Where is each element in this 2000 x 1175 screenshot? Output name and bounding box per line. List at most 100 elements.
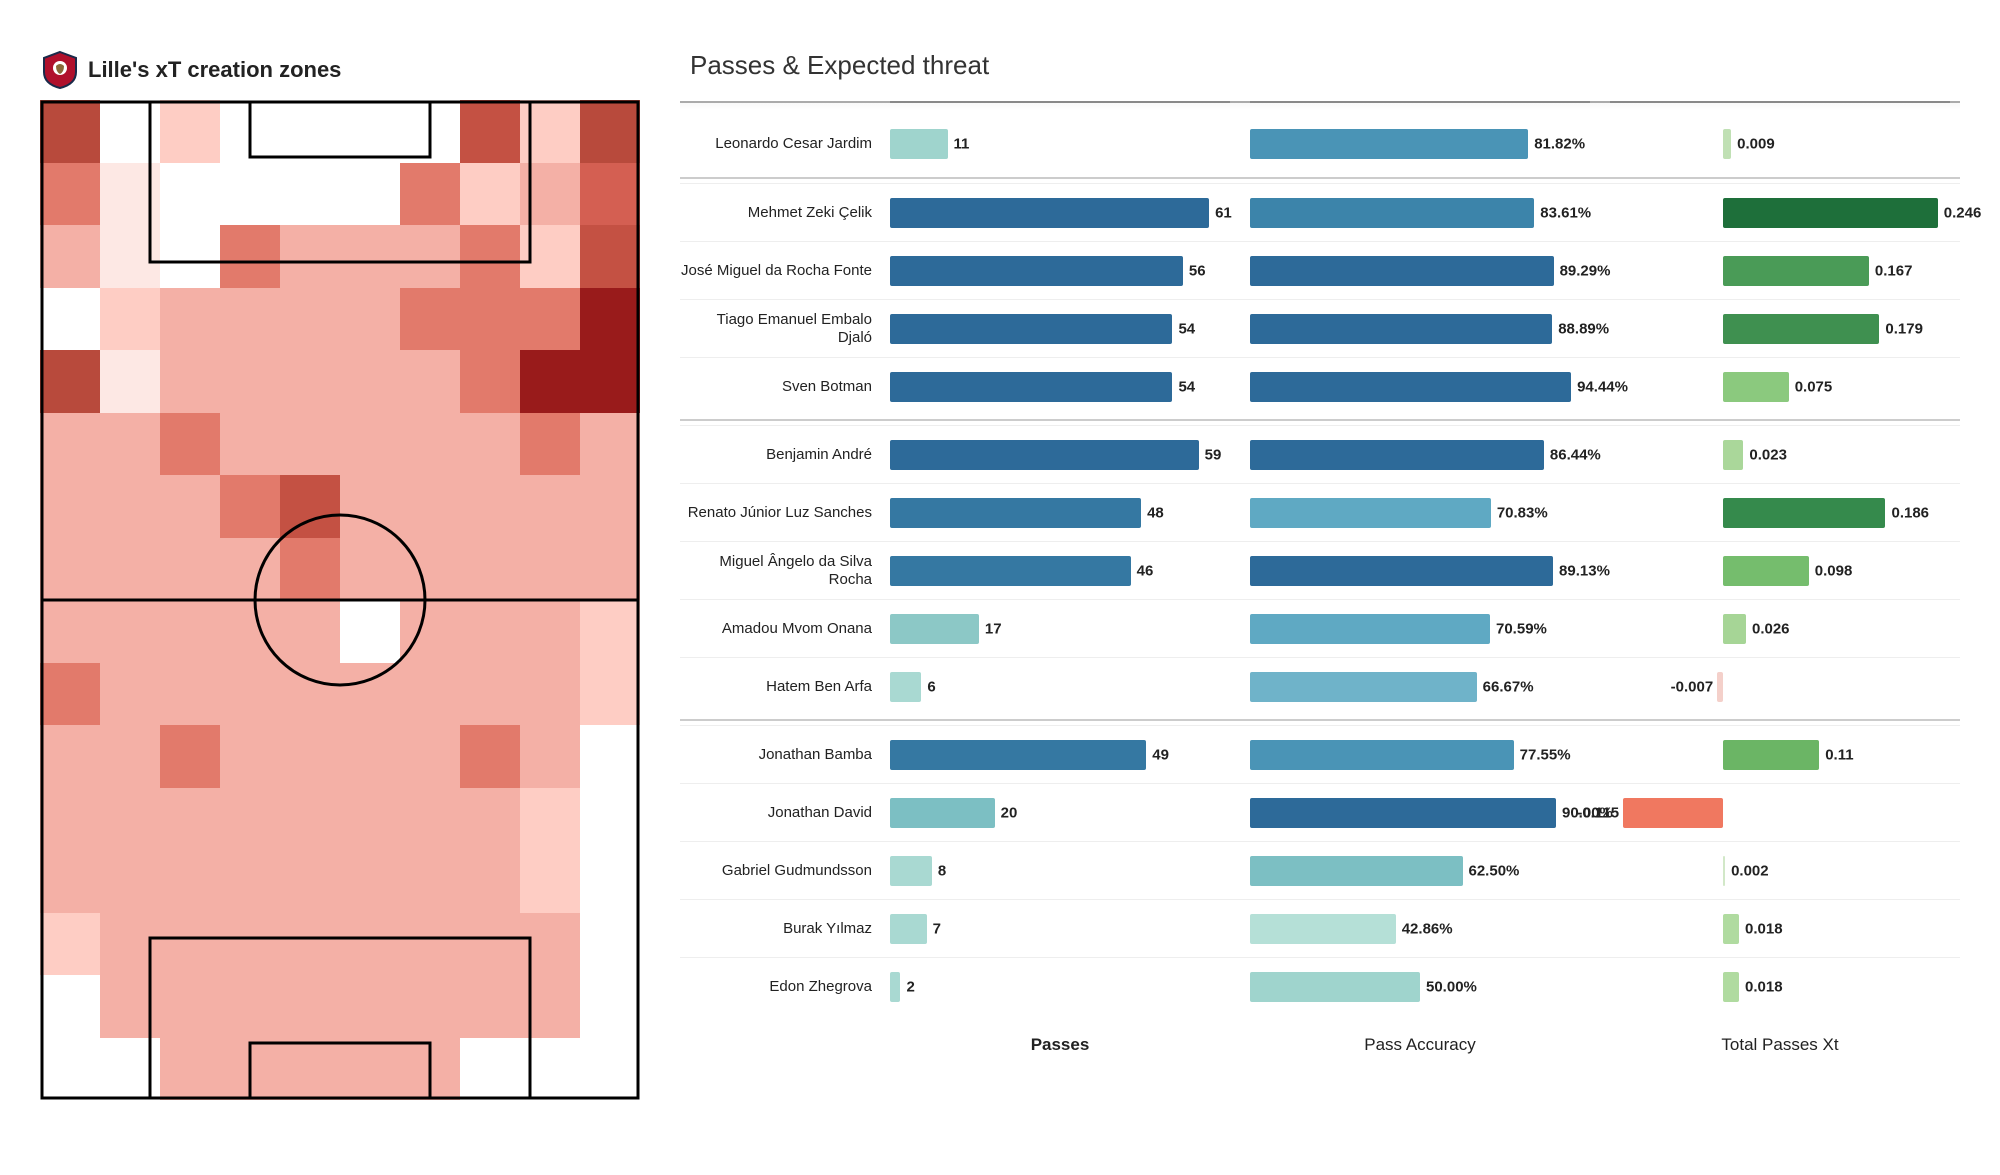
player-name: Jonathan Bamba xyxy=(680,746,880,764)
heatmap-panel: Lille's xT creation zones xyxy=(40,50,660,1135)
heatmap-cell xyxy=(280,475,340,538)
player-name: Burak Yılmaz xyxy=(680,920,880,938)
xt-bar xyxy=(1723,498,1885,528)
accuracy-value: 62.50% xyxy=(1469,862,1520,879)
xt-value: 0.246 xyxy=(1944,204,1982,221)
xt-value: 0.075 xyxy=(1795,378,1833,395)
heatmap-cell xyxy=(400,850,460,913)
accuracy-value: 86.44% xyxy=(1550,446,1601,463)
heatmap-cell xyxy=(520,475,580,538)
xt-value: 0.002 xyxy=(1731,862,1769,879)
heatmap-cell xyxy=(400,975,460,1038)
heatmap-cell xyxy=(460,413,520,476)
heatmap-cell xyxy=(520,413,580,476)
heatmap-cell xyxy=(220,288,280,351)
accuracy-bar xyxy=(1250,556,1553,586)
heatmap-cell xyxy=(100,475,160,538)
xt-cell: -0.007 xyxy=(1610,669,1950,705)
heatmap-cell xyxy=(580,288,640,351)
heatmap-cell xyxy=(100,100,160,163)
xt-cell: 0.167 xyxy=(1610,253,1950,289)
accuracy-bar xyxy=(1250,372,1571,402)
heatmap-cell xyxy=(160,538,220,601)
heatmap-cell xyxy=(400,288,460,351)
passes-bar xyxy=(890,198,1209,228)
player-row: Mehmet Zeki Çelik6183.61%0.246 xyxy=(680,183,1960,241)
player-row: Hatem Ben Arfa666.67%-0.007 xyxy=(680,657,1960,715)
passes-bar xyxy=(890,256,1183,286)
player-name: Leonardo Cesar Jardim xyxy=(680,135,880,153)
heatmap-cell xyxy=(520,163,580,226)
player-row: Renato Júnior Luz Sanches4870.83%0.186 xyxy=(680,483,1960,541)
xt-cell: 0.023 xyxy=(1610,437,1950,473)
heatmap-cell xyxy=(220,225,280,288)
heatmap-cell xyxy=(520,100,580,163)
passes-cell: 11 xyxy=(890,126,1230,162)
xt-bar xyxy=(1723,372,1788,402)
heatmap-cell xyxy=(40,475,100,538)
passes-cell: 49 xyxy=(890,737,1230,773)
heatmap-cell xyxy=(340,350,400,413)
xt-cell: 0.098 xyxy=(1610,553,1950,589)
heatmap-cell xyxy=(520,850,580,913)
accuracy-bar xyxy=(1250,129,1528,159)
xt-bar xyxy=(1723,856,1725,886)
heatmap-cell xyxy=(280,100,340,163)
accuracy-bar xyxy=(1250,672,1477,702)
xt-bar xyxy=(1723,440,1743,470)
heatmap-cell xyxy=(280,725,340,788)
heatmap-cell xyxy=(400,350,460,413)
player-row: Amadou Mvom Onana1770.59%0.026 xyxy=(680,599,1960,657)
passes-bar xyxy=(890,614,979,644)
xt-bar xyxy=(1723,972,1739,1002)
heatmap-cell xyxy=(580,850,640,913)
heatmap-cell xyxy=(280,788,340,851)
heatmap-cell xyxy=(280,1038,340,1101)
heatmap-cell xyxy=(40,100,100,163)
player-row: Tiago Emanuel Embalo Djaló5488.89%0.179 xyxy=(680,299,1960,357)
heatmap-cell xyxy=(340,663,400,726)
passes-bar xyxy=(890,498,1141,528)
heatmap-cell xyxy=(580,913,640,976)
accuracy-bar xyxy=(1250,740,1514,770)
heatmap-cell xyxy=(460,100,520,163)
heatmap-cell xyxy=(40,663,100,726)
heatmap-cell xyxy=(400,475,460,538)
heatmap-cell xyxy=(340,163,400,226)
player-name: Edon Zhegrova xyxy=(680,978,880,996)
passes-value: 54 xyxy=(1178,378,1195,395)
passes-bar xyxy=(890,129,948,159)
player-row: Gabriel Gudmundsson862.50%0.002 xyxy=(680,841,1960,899)
accuracy-cell: 94.44% xyxy=(1250,369,1590,405)
heatmap-cell xyxy=(460,163,520,226)
player-name: Hatem Ben Arfa xyxy=(680,678,880,696)
heatmap-cell xyxy=(40,600,100,663)
passes-cell: 6 xyxy=(890,669,1230,705)
heatmap-cell xyxy=(460,225,520,288)
heatmap-cell xyxy=(160,350,220,413)
passes-bar xyxy=(890,556,1131,586)
heatmap-cell xyxy=(100,538,160,601)
xt-value: 0.023 xyxy=(1749,446,1787,463)
heatmap-cell xyxy=(280,975,340,1038)
heatmap-cell xyxy=(220,538,280,601)
heatmap-cell xyxy=(160,913,220,976)
passes-value: 59 xyxy=(1205,446,1222,463)
heatmap-cell xyxy=(520,288,580,351)
heatmap-cell xyxy=(460,538,520,601)
heatmap-cell xyxy=(40,913,100,976)
accuracy-value: 89.13% xyxy=(1559,562,1610,579)
passes-bar xyxy=(890,972,900,1002)
heatmap-cell xyxy=(520,350,580,413)
heatmap-cell xyxy=(280,413,340,476)
heatmap-cell xyxy=(520,975,580,1038)
heatmap-cell xyxy=(460,725,520,788)
accuracy-value: 70.83% xyxy=(1497,504,1548,521)
heatmap-cell xyxy=(220,413,280,476)
heatmap-cell xyxy=(40,225,100,288)
accuracy-cell: 70.83% xyxy=(1250,495,1590,531)
heatmap-cell xyxy=(160,163,220,226)
heatmap-cell xyxy=(280,288,340,351)
passes-value: 46 xyxy=(1137,562,1154,579)
heatmap-cell xyxy=(100,725,160,788)
